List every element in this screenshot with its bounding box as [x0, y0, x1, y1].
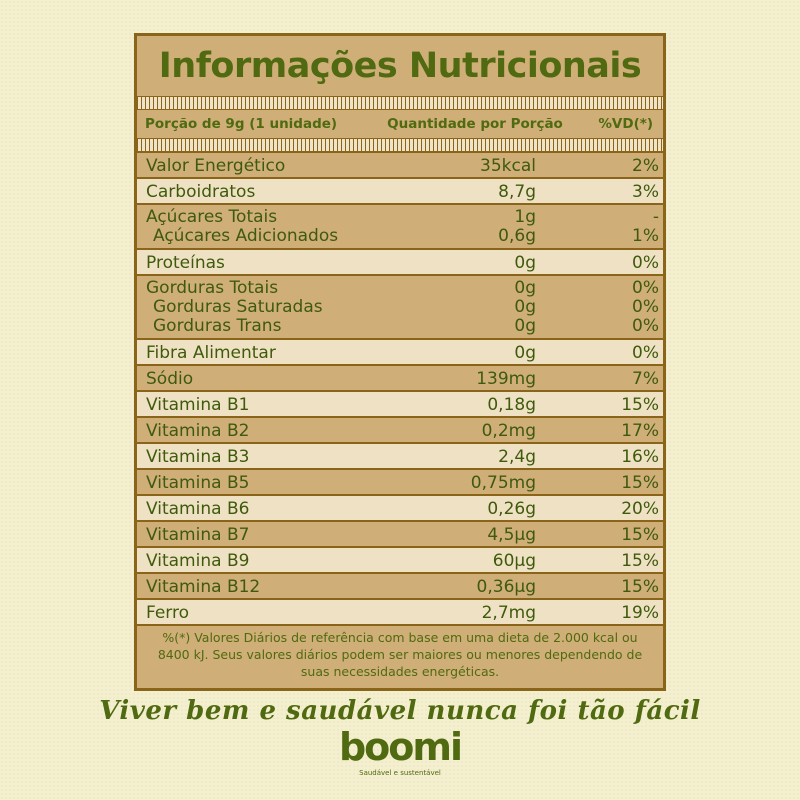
nutrition-panel: Informações Nutricionais Porção de 9g (1…	[134, 33, 666, 691]
nutrient-vd: 1%	[632, 226, 659, 246]
nutrient-vd: 0%	[632, 297, 659, 317]
nutrient-amount: 2,4g	[498, 447, 536, 467]
nutrient-amount: 35kcal	[480, 156, 536, 176]
nutrient-label: Gorduras Trans	[153, 316, 282, 336]
nutrient-label: Vitamina B7	[146, 525, 250, 545]
table-row: Vitamina B1 0,18g 15%	[137, 392, 663, 418]
nutrient-amount: 0g	[514, 278, 536, 298]
nutrient-amount: 139mg	[476, 369, 536, 389]
nutrient-label: Gorduras Saturadas	[153, 297, 323, 317]
nutrient-amount: 0,36µg	[476, 577, 536, 597]
slogan: Viver bem e saudável nunca foi tão fácil	[99, 696, 701, 726]
nutrient-rows: Valor Energético 35kcal 2% Carboidratos 8,7g…	[137, 153, 663, 626]
nutrient-amount: 0,26g	[487, 499, 536, 519]
nutrient-amount: 0,18g	[487, 395, 536, 415]
nutrient-vd: 20%	[621, 499, 659, 519]
nutrient-label: Vitamina B6	[146, 499, 250, 519]
header-quantity: Quantidade por Porção	[387, 116, 563, 132]
nutrient-amount: 0g	[514, 316, 536, 336]
brand-logo: boomi	[338, 725, 463, 769]
nutrient-amount: 0g	[514, 297, 536, 317]
table-row: Fibra Alimentar 0g 0%	[137, 340, 663, 366]
nutrient-label: Fibra Alimentar	[146, 343, 276, 363]
nutrient-amount: 4,5µg	[487, 525, 536, 545]
nutrient-vd: 16%	[621, 447, 659, 467]
nutrient-vd: 15%	[621, 551, 659, 571]
nutrient-vd: 3%	[632, 182, 659, 202]
table-row: Vitamina B7 4,5µg 15%	[137, 522, 663, 548]
nutrient-vd: 15%	[621, 395, 659, 415]
nutrient-vd: -	[652, 207, 659, 227]
nutrient-vd: 2%	[632, 156, 659, 176]
nutrient-vd: 15%	[621, 577, 659, 597]
decorative-stripe-top	[137, 96, 663, 110]
nutrient-label: Vitamina B5	[146, 473, 250, 493]
nutrient-label: Açúcares Adicionados	[153, 226, 339, 246]
nutrient-vd: 0%	[632, 278, 659, 298]
nutrient-vd: 7%	[632, 369, 659, 389]
table-header: Porção de 9g (1 unidade) Quantidade por …	[137, 110, 663, 138]
table-row: Carboidratos 8,7g 3%	[137, 179, 663, 205]
nutrient-label: Vitamina B2	[146, 421, 250, 441]
table-row: Açúcares Totais Açúcares Adicionados 1g 0,6…	[137, 205, 663, 250]
nutrient-vd: 0%	[632, 253, 659, 273]
table-row: Vitamina B6 0,26g 20%	[137, 496, 663, 522]
header-portion: Porção de 9g (1 unidade)	[145, 116, 338, 132]
nutrient-amount: 1g	[514, 207, 536, 227]
table-row: Vitamina B3 2,4g 16%	[137, 444, 663, 470]
nutrient-label: Vitamina B1	[146, 395, 250, 415]
table-row: Vitamina B5 0,75mg 15%	[137, 470, 663, 496]
nutrient-label: Proteínas	[146, 253, 225, 273]
nutrient-label: Vitamina B3	[146, 447, 250, 467]
nutrient-amount: 2,7mg	[481, 603, 536, 623]
brand-tagline: Saudável e sustentável	[359, 769, 441, 777]
table-row: Ferro 2,7mg 19%	[137, 600, 663, 626]
table-row: Vitamina B12 0,36µg 15%	[137, 574, 663, 600]
nutrient-amount: 0,75mg	[470, 473, 536, 493]
nutrient-label: Sódio	[146, 369, 194, 389]
table-row: Sódio 139mg 7%	[137, 366, 663, 392]
nutrient-amount: 0,6g	[498, 226, 536, 246]
nutrient-vd: 0%	[632, 316, 659, 336]
table-row: Vitamina B2 0,2mg 17%	[137, 418, 663, 444]
nutrient-amount: 60µg	[492, 551, 536, 571]
nutrient-label: Valor Energético	[146, 156, 286, 176]
nutrient-label: Carboidratos	[146, 182, 256, 202]
nutrient-label: Gorduras Totais	[146, 278, 279, 298]
nutrient-label: Ferro	[146, 603, 190, 623]
nutrient-amount: 0g	[514, 253, 536, 273]
nutrient-label: Vitamina B12	[146, 577, 261, 597]
nutrient-vd: 0%	[632, 343, 659, 363]
table-row: Vitamina B9 60µg 15%	[137, 548, 663, 574]
nutrient-amount: 0,2mg	[481, 421, 536, 441]
nutrient-vd: 19%	[621, 603, 659, 623]
nutrient-vd: 17%	[621, 421, 659, 441]
nutrient-amount: 0g	[514, 343, 536, 363]
nutrient-vd: 15%	[621, 473, 659, 493]
nutrient-amount: 8,7g	[498, 182, 536, 202]
nutrient-label: Açúcares Totais	[146, 207, 278, 227]
nutrient-vd: 15%	[621, 525, 659, 545]
header-vd: %VD(*)	[598, 116, 653, 132]
nutrient-label: Vitamina B9	[146, 551, 250, 571]
decorative-stripe-bottom	[137, 138, 663, 153]
table-row: Gorduras Totais Gorduras Saturadas Gordura…	[137, 276, 663, 340]
table-row: Valor Energético 35kcal 2%	[137, 153, 663, 179]
nutrition-title: Informações Nutricionais	[137, 36, 663, 96]
table-row: Proteínas 0g 0%	[137, 250, 663, 276]
footnote: %(*) Valores Diários de referência com b…	[137, 626, 663, 680]
